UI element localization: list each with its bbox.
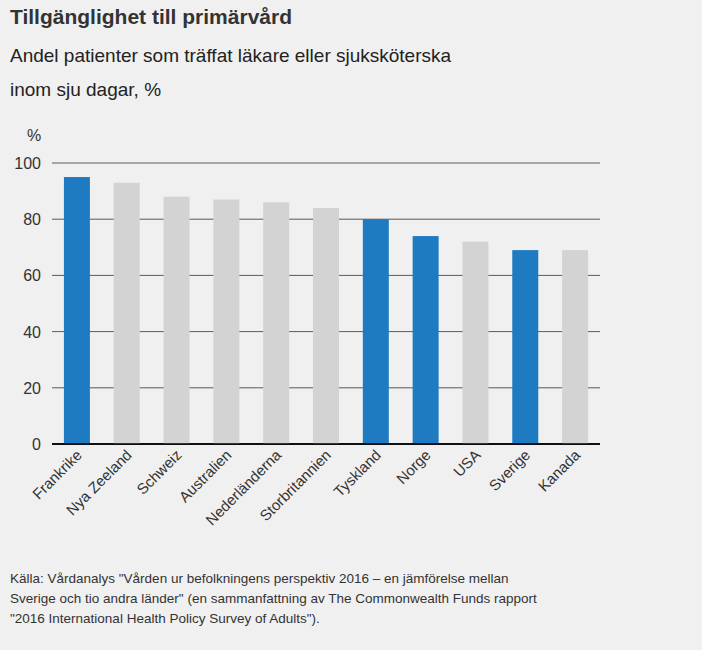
- x-tick-label: Schweiz: [133, 446, 185, 498]
- bar: [213, 200, 239, 444]
- grid: [52, 163, 600, 444]
- bar: [114, 183, 140, 444]
- bar: [64, 177, 90, 444]
- bar: [562, 250, 588, 444]
- grid-line: [52, 163, 600, 164]
- baseline: [52, 443, 600, 445]
- x-tick-label: Storbritannien: [256, 446, 334, 524]
- x-tick-label: USA: [450, 446, 484, 480]
- bar: [363, 219, 389, 444]
- source: Källa: Vårdanalys "Vården ur befolkninge…: [10, 571, 509, 586]
- baseline: [52, 443, 600, 445]
- source: Sverige och tio andra länder" (en samman…: [10, 591, 537, 606]
- y-tick-label: 40: [23, 324, 41, 341]
- y-tick-label: 20: [23, 380, 41, 397]
- bar: [413, 236, 439, 444]
- y-tick-label: 80: [23, 211, 41, 228]
- bar: [164, 197, 190, 444]
- subtitle: inom sju dagar, %: [10, 79, 161, 100]
- bar: [263, 202, 289, 444]
- subtitle: Andel patienter som träffat läkare eller…: [10, 45, 452, 66]
- source: "2016 International Health Policy Survey…: [10, 611, 320, 626]
- x-tick-labels: FrankrikeNya ZeelandSchweizAustralienNed…: [29, 446, 584, 529]
- y-tick-label: 100: [14, 155, 41, 172]
- y-axis-label: %: [27, 127, 41, 144]
- title: Tillgänglighet till primärvård: [10, 5, 292, 28]
- y-tick-label: 0: [32, 436, 41, 453]
- x-tick-label: Nya Zeeland: [63, 446, 135, 518]
- chart: Tillgänglighet till primärvård Andel pati…: [0, 0, 702, 650]
- bar: [313, 208, 339, 444]
- bars: [64, 177, 588, 444]
- x-tick-label: Kanada: [535, 446, 584, 495]
- x-tick-label: Sverige: [485, 446, 533, 494]
- bar: [462, 242, 488, 444]
- y-tick-label: 60: [23, 267, 41, 284]
- x-tick-label: Tyskland: [330, 446, 384, 500]
- x-tick-label: Norge: [393, 446, 434, 487]
- bar: [512, 250, 538, 444]
